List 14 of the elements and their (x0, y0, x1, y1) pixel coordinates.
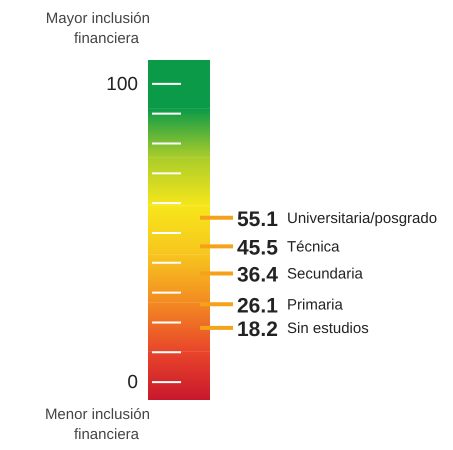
text: 0 (127, 372, 138, 394)
text: Mayor inclusión financiera (46, 10, 150, 47)
category-label: Técnica (287, 238, 340, 256)
data-label: 18.2 (237, 318, 278, 341)
category-label: Primaria (287, 296, 344, 314)
text: 100 (106, 74, 138, 95)
data-label: 55.1 (237, 208, 278, 231)
category-label: Secundaria (287, 266, 364, 283)
data-label: 45.5 (237, 236, 278, 260)
data-label: 36.4 (237, 264, 278, 287)
data-label: 26.1 (237, 294, 278, 318)
text: Menor inclusión financiera (44, 406, 150, 443)
category-label: Sin estudios (287, 320, 369, 337)
category-label: Universitaria/posgrado (287, 210, 438, 227)
